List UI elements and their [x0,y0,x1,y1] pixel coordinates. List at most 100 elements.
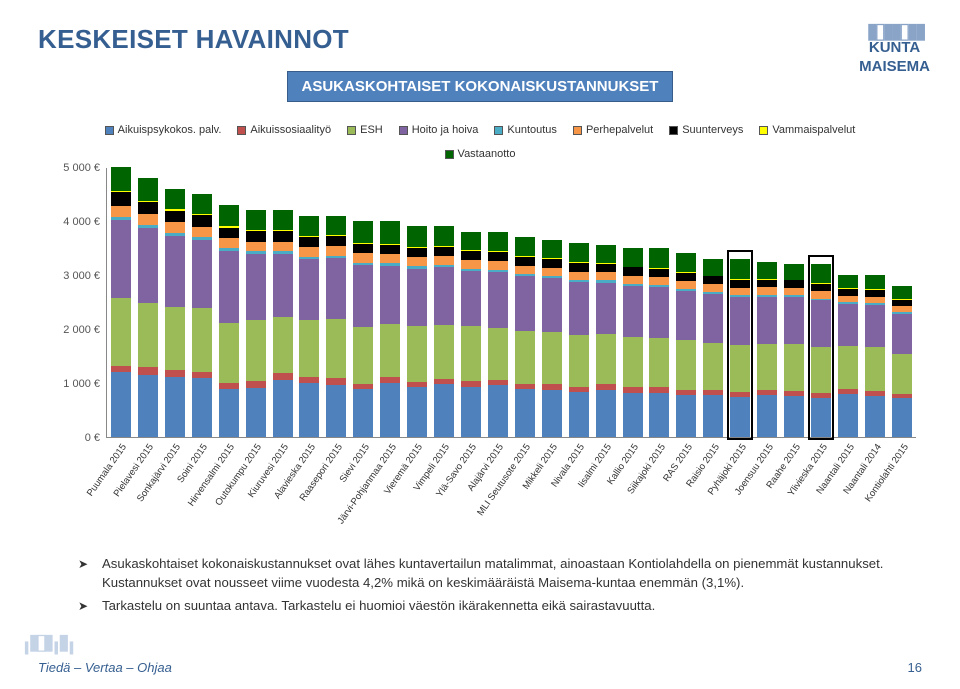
bar-segment [461,260,481,269]
bar-segment [192,194,212,214]
bar-segment [165,222,185,233]
legend-swatch [445,150,454,159]
bar-segment [811,300,831,346]
bar-segment [757,262,777,280]
bar-segment [407,269,427,326]
bar-segment [219,205,239,227]
bar-segment [138,367,158,375]
y-tick-label: 0 € [85,432,100,444]
bar-segment [192,227,212,237]
legend-label: Kuntoutus [507,124,557,136]
bar-segment [138,303,158,368]
bar-segment [461,326,481,381]
bar-segment [596,264,616,272]
bar-segment [623,393,643,437]
bar-segment [623,248,643,267]
bar-segment [407,387,427,437]
bar-segment [515,276,535,331]
bar-segment [326,319,346,378]
bar-segment [111,167,131,191]
bar-segment [784,297,804,344]
bar-segment [757,287,777,295]
bar-column [380,221,400,437]
bullet-icon: ➤ [78,556,92,592]
legend-item: Perhepalvelut [573,124,653,136]
bar-column [461,232,481,437]
page-title: KESKEISET HAVAINNOT [38,24,922,55]
bar-column [596,245,616,437]
bar-segment [730,297,750,345]
bar-segment [730,259,750,280]
bar-segment [138,178,158,201]
bar-segment [569,272,589,280]
bar-segment [569,243,589,262]
bullet-list: ➤Asukaskohtaiset kokonaiskustannukset ov… [38,554,922,616]
bar-segment [326,216,346,236]
bar-segment [623,276,643,284]
legend-swatch [494,126,503,135]
legend-item: Aikuissosiaalityö [237,124,331,136]
footer-motto: Tiedä – Vertaa – Ohjaa [38,660,172,675]
bar-segment [219,251,239,323]
bar-segment [192,308,212,372]
y-tick-label: 4 000 € [63,216,100,228]
legend-item: Aikuispsykokos. palv. [105,124,222,136]
y-tick-label: 5 000 € [63,162,100,174]
bar-segment [703,343,723,390]
legend-swatch [669,126,678,135]
bar-segment [730,288,750,296]
bar-segment [165,236,185,307]
bar-segment [273,317,293,373]
bar-segment [838,304,858,346]
legend-label: ESH [360,124,383,136]
bar-column [569,243,589,437]
bar-column [407,226,427,437]
legend-label: Aikuispsykokos. palv. [118,124,222,136]
bar-segment [865,275,885,289]
bar-segment [892,286,912,300]
bar-segment [273,373,293,380]
bar-segment [569,282,589,335]
bar-segment [784,288,804,296]
bar-segment [299,259,319,320]
bar-segment [703,259,723,276]
bar-column [192,194,212,437]
bar-column [865,275,885,437]
bar-segment [892,314,912,354]
bar-segment [165,189,185,210]
bar-segment [219,228,239,239]
bar-segment [838,275,858,288]
bar-segment [192,215,212,227]
bar-segment [326,378,346,385]
bar-segment [353,221,373,243]
bar-segment [865,396,885,437]
legend-label: Perhepalvelut [586,124,653,136]
bar-segment [192,240,212,308]
bar-segment [353,265,373,327]
bar-segment [838,394,858,437]
bar-segment [757,395,777,437]
bar-segment [380,221,400,244]
bar-segment [165,377,185,437]
bar-segment [326,258,346,319]
bar-segment [111,220,131,298]
bar-segment [838,289,858,296]
bar-segment [623,286,643,337]
bar-segment [299,247,319,257]
bar-segment [246,320,266,380]
bar-segment [111,372,131,437]
bar-segment [623,267,643,275]
bar-segment [865,347,885,391]
bar-segment [192,378,212,437]
bar-segment [111,192,131,206]
legend-item: ESH [347,124,383,136]
bar-segment [596,390,616,437]
bar-column [623,248,643,437]
bar-segment [596,272,616,280]
bar-column [838,275,858,437]
bar-segment [246,231,266,242]
bar-segment [542,278,562,331]
bar-segment [380,266,400,324]
bar-column [219,205,239,437]
bar-segment [380,324,400,377]
